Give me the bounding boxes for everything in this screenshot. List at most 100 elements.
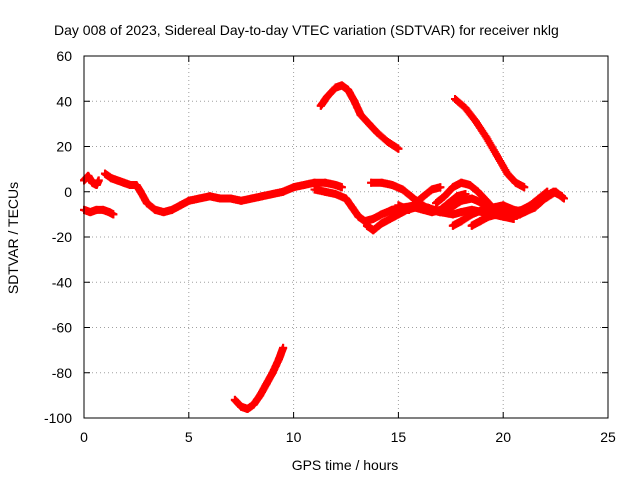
series-arc-5 xyxy=(316,81,403,153)
data-point xyxy=(425,205,434,214)
data-point xyxy=(113,176,122,185)
data-point xyxy=(394,144,403,153)
data-point xyxy=(274,355,283,364)
data-point xyxy=(501,208,510,217)
data-point xyxy=(289,183,298,192)
data-point xyxy=(98,205,107,214)
data-point xyxy=(216,194,225,203)
data-point xyxy=(342,194,350,203)
data-point xyxy=(518,205,527,214)
data-point xyxy=(105,208,114,217)
data-point xyxy=(383,137,392,146)
data-point xyxy=(471,117,480,126)
data-point xyxy=(448,210,457,219)
data-point xyxy=(436,208,445,217)
data-point xyxy=(373,128,382,137)
data-point xyxy=(247,194,256,203)
data-point xyxy=(100,169,109,178)
data-point xyxy=(499,201,508,210)
data-point xyxy=(406,192,415,201)
data-point xyxy=(331,180,340,189)
data-point xyxy=(226,194,235,203)
data-point xyxy=(482,196,491,205)
data-point xyxy=(348,203,357,212)
data-point xyxy=(310,178,319,187)
data-point xyxy=(559,194,568,203)
data-point xyxy=(151,205,160,214)
data-point xyxy=(509,208,518,217)
y-axis-label: SDTVAR / TECUs xyxy=(5,182,21,294)
x-tick-label: 25 xyxy=(600,429,616,445)
data-point xyxy=(92,180,101,189)
data-point xyxy=(256,391,265,400)
data-point xyxy=(360,217,369,226)
y-tick-label: -40 xyxy=(52,274,72,290)
data-point xyxy=(365,119,374,128)
data-point xyxy=(419,192,428,201)
data-point xyxy=(321,178,330,187)
data-point xyxy=(388,180,397,189)
data-point xyxy=(511,178,520,187)
data-point xyxy=(551,187,560,196)
data-point xyxy=(377,210,386,219)
grid-lines xyxy=(84,56,608,418)
data-point xyxy=(467,194,476,203)
data-point xyxy=(230,395,239,404)
data-point xyxy=(448,183,457,192)
data-point xyxy=(394,201,403,210)
data-point xyxy=(411,199,420,208)
data-point xyxy=(350,97,359,106)
data-point xyxy=(323,92,332,101)
data-point xyxy=(446,203,455,212)
series-arc-11 xyxy=(450,94,529,192)
data-point xyxy=(488,203,497,212)
y-tick-label: 20 xyxy=(56,139,72,155)
data-point xyxy=(168,205,177,214)
data-point xyxy=(461,104,470,113)
data-point xyxy=(310,185,319,194)
data-point xyxy=(176,201,185,210)
data-point xyxy=(526,201,535,210)
data-point xyxy=(369,214,378,223)
x-tick-label: 10 xyxy=(286,429,302,445)
data-point xyxy=(478,205,487,214)
data-point xyxy=(88,178,97,187)
data-point xyxy=(388,205,397,214)
data-point xyxy=(195,194,204,203)
data-point xyxy=(492,151,501,160)
data-point xyxy=(534,194,543,203)
data-point xyxy=(321,187,330,196)
data-point xyxy=(258,192,267,201)
data-point xyxy=(484,212,493,221)
data-point xyxy=(237,402,246,411)
data-point xyxy=(109,210,118,219)
data-point xyxy=(119,178,128,187)
data-point xyxy=(432,199,441,208)
x-tick-label: 5 xyxy=(185,429,193,445)
data-point xyxy=(237,196,246,205)
data-point xyxy=(279,343,288,352)
data-point xyxy=(476,217,485,226)
data-point xyxy=(205,192,214,201)
axis-ticks: 0 5 10 15 20 25 -100 -80 -60 -40 -20 0 20 40 60 xyxy=(44,48,616,445)
series-arc-13 xyxy=(467,187,552,230)
data-point xyxy=(474,187,483,196)
series-arc-3 xyxy=(100,169,346,217)
chart-title: Day 008 of 2023, Sidereal Day-to-day VTE… xyxy=(54,22,559,38)
data-point xyxy=(356,110,365,119)
data-point xyxy=(344,85,353,94)
data-point xyxy=(467,221,476,230)
data-point xyxy=(465,180,474,189)
data-point xyxy=(543,187,552,196)
data-point xyxy=(86,208,95,217)
data-point xyxy=(337,183,346,192)
y-tick-label: -100 xyxy=(44,410,72,426)
data-point xyxy=(84,171,93,180)
data-point xyxy=(457,217,466,226)
data-point xyxy=(249,400,258,409)
data-point xyxy=(457,196,466,205)
y-tick-label: 40 xyxy=(56,93,72,109)
data-point xyxy=(369,226,378,235)
